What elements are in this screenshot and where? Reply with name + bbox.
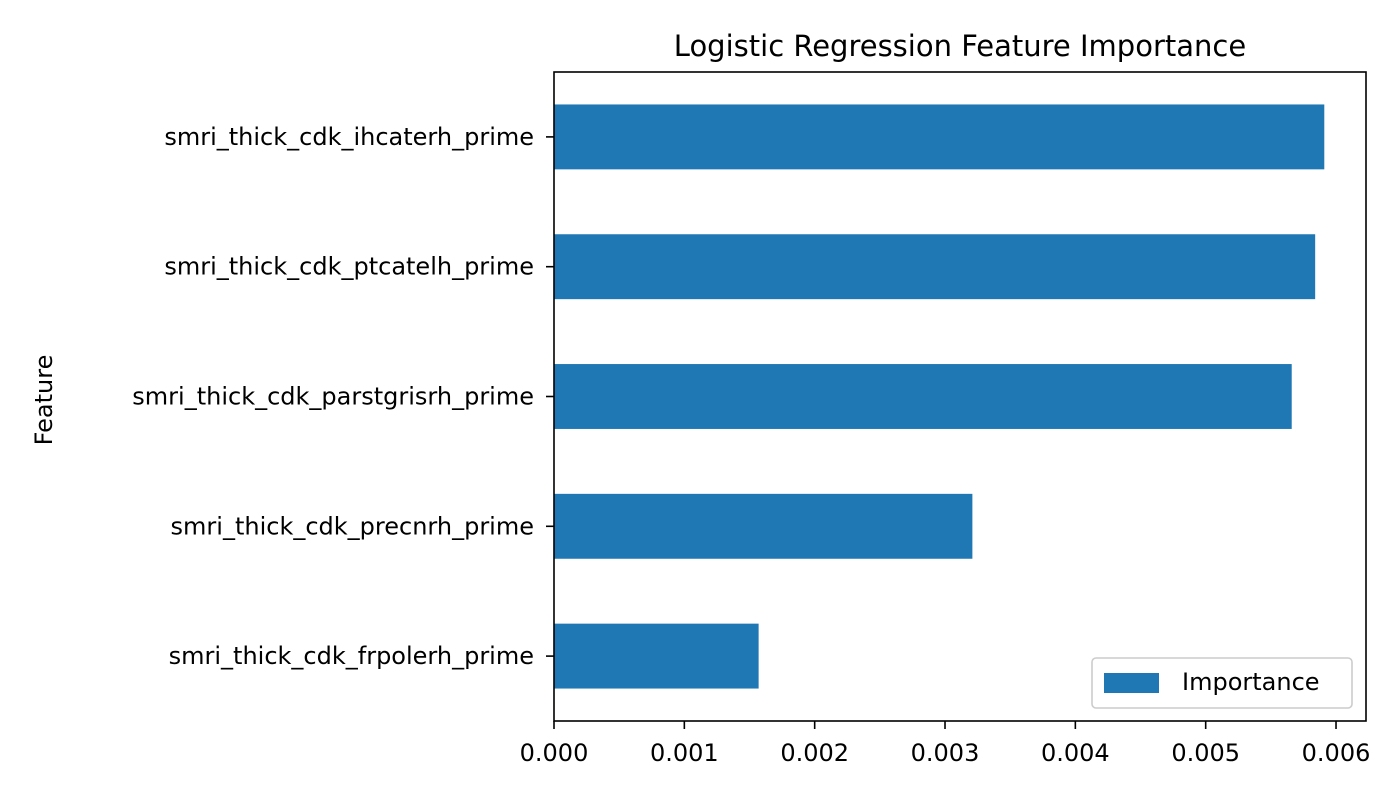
- y-tick-label: smri_thick_cdk_precnrh_prime: [171, 512, 534, 540]
- bar: [554, 364, 1292, 429]
- y-tick-label: smri_thick_cdk_frpolerh_prime: [169, 642, 534, 670]
- x-ticks-group: 0.000 0.001 0.002 0.003 0.004 0.005 0.006: [520, 721, 1371, 767]
- x-tick-label: 0.000: [520, 739, 589, 767]
- y-tick-label: smri_thick_cdk_parstgrisrh_prime: [132, 383, 534, 411]
- plot-frame: [553, 71, 1367, 722]
- y-axis-label: Feature: [30, 355, 58, 446]
- x-tick-label: 0.005: [1171, 739, 1240, 767]
- legend: Importance: [1091, 657, 1353, 709]
- bar: [554, 493, 973, 559]
- y-tick-label: smri_thick_cdk_ptcatelh_prime: [164, 253, 534, 281]
- x-tick-label: 0.004: [1041, 739, 1110, 767]
- legend-swatch: [1104, 673, 1159, 693]
- x-tick-label: 0.002: [780, 739, 849, 767]
- bars-group: [554, 104, 1325, 689]
- chart-title: Logistic Regression Feature Importance: [674, 29, 1246, 63]
- x-tick-label: 0.001: [650, 739, 719, 767]
- bar: [554, 104, 1325, 170]
- x-tick-label: 0.003: [911, 739, 980, 767]
- x-tick-label: 0.006: [1302, 739, 1371, 767]
- y-tick-label: smri_thick_cdk_ihcaterh_prime: [164, 123, 534, 151]
- bar: [554, 623, 759, 689]
- legend-label: Importance: [1182, 668, 1320, 696]
- legend-box: [1091, 657, 1353, 709]
- y-ticks-group: smri_thick_cdk_ihcaterh_prime smri_thick_…: [132, 123, 554, 670]
- bar: [554, 234, 1316, 300]
